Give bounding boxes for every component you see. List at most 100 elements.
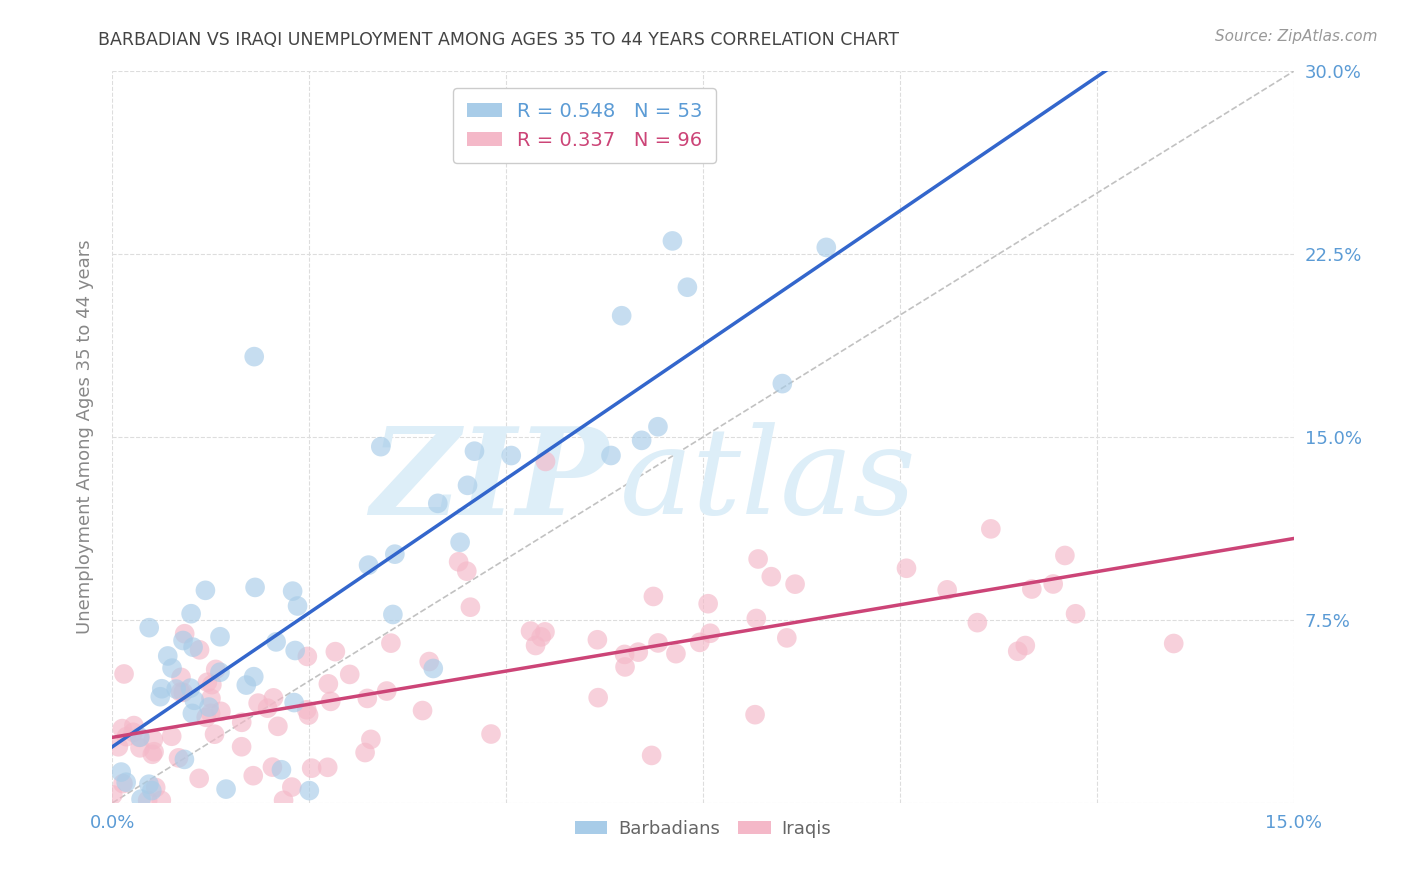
Point [325, 645, 347, 659]
Point [785, 577, 807, 591]
Point [281, 584, 304, 599]
Point [287, 599, 309, 613]
Point [165, 681, 187, 696]
Point [170, 670, 193, 684]
Legend: Barbadians, Iraqis: Barbadians, Iraqis [568, 813, 838, 845]
Point [980, 522, 1002, 536]
Point [966, 615, 988, 630]
Point [297, 649, 319, 664]
Point [301, 761, 323, 775]
Point [284, 643, 307, 657]
Point [247, 696, 270, 710]
Point [273, 793, 295, 807]
Point [630, 434, 652, 448]
Point [181, 706, 204, 721]
Point [643, 590, 665, 604]
Point [770, 376, 793, 391]
Point [101, 788, 124, 802]
Point [270, 763, 292, 777]
Point [198, 700, 221, 714]
Point [381, 607, 404, 622]
Point [231, 715, 253, 730]
Point [586, 690, 609, 705]
Point [744, 707, 766, 722]
Point [138, 621, 160, 635]
Point [111, 776, 134, 790]
Point [200, 706, 222, 721]
Point [256, 701, 278, 715]
Point [896, 561, 918, 575]
Point [204, 662, 226, 676]
Point [661, 234, 683, 248]
Point [115, 775, 138, 789]
Point [149, 690, 172, 704]
Point [614, 660, 637, 674]
Point [215, 782, 238, 797]
Point [1007, 644, 1029, 658]
Point [422, 661, 444, 675]
Point [676, 280, 699, 294]
Point [242, 769, 264, 783]
Point [195, 710, 218, 724]
Point [747, 552, 769, 566]
Point [640, 748, 662, 763]
Point [1064, 607, 1087, 621]
Point [627, 645, 650, 659]
Point [208, 665, 231, 680]
Point [412, 704, 434, 718]
Point [188, 772, 211, 786]
Point [354, 746, 377, 760]
Point [699, 626, 721, 640]
Point [243, 581, 266, 595]
Point [264, 635, 287, 649]
Point [112, 667, 135, 681]
Point [610, 309, 633, 323]
Point [316, 760, 339, 774]
Point [194, 583, 217, 598]
Point [129, 740, 152, 755]
Point [208, 630, 231, 644]
Point [697, 597, 720, 611]
Y-axis label: Unemployment Among Ages 35 to 44 years: Unemployment Among Ages 35 to 44 years [76, 240, 94, 634]
Point [107, 739, 129, 754]
Point [524, 639, 547, 653]
Point [460, 600, 482, 615]
Point [761, 569, 783, 583]
Point [384, 547, 406, 561]
Point [231, 739, 253, 754]
Point [1163, 636, 1185, 650]
Point [298, 783, 321, 797]
Point [534, 624, 557, 639]
Point [200, 691, 222, 706]
Point [242, 670, 264, 684]
Point [519, 624, 541, 639]
Point [357, 558, 380, 573]
Point [142, 732, 165, 747]
Point [150, 793, 173, 807]
Point [115, 730, 138, 744]
Point [167, 751, 190, 765]
Point [169, 685, 191, 699]
Point [136, 793, 159, 807]
Point [188, 643, 211, 657]
Point [600, 449, 623, 463]
Point [111, 722, 134, 736]
Point [1021, 582, 1043, 596]
Point [179, 681, 201, 695]
Point [745, 611, 768, 625]
Point [172, 633, 194, 648]
Point [156, 648, 179, 663]
Point [375, 684, 398, 698]
Point [447, 555, 470, 569]
Point [456, 564, 478, 578]
Point [128, 730, 150, 744]
Point [160, 661, 183, 675]
Point [380, 636, 402, 650]
Point [181, 640, 204, 655]
Point [122, 718, 145, 732]
Text: Source: ZipAtlas.com: Source: ZipAtlas.com [1215, 29, 1378, 44]
Point [449, 535, 471, 549]
Point [370, 440, 392, 454]
Point [143, 745, 166, 759]
Point [267, 719, 290, 733]
